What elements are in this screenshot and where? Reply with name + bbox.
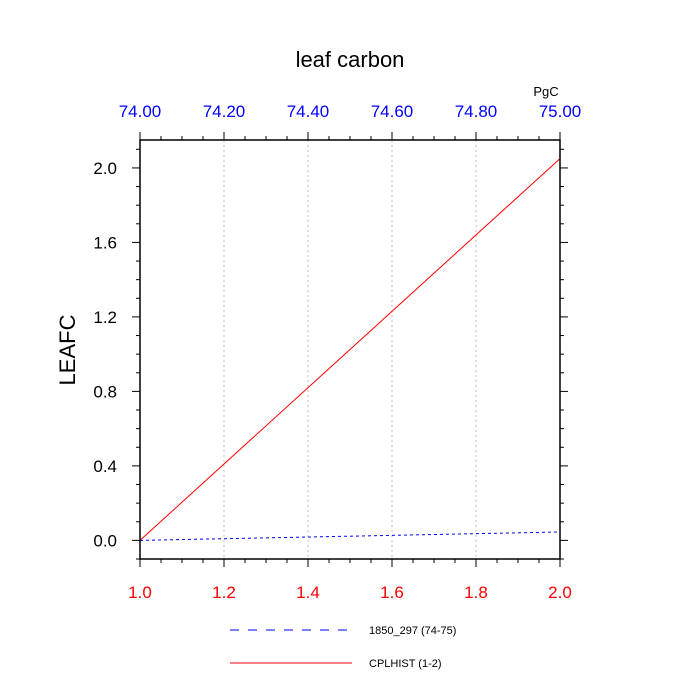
x-top-tick-label: 75.00 xyxy=(539,102,582,121)
x-bottom-tick-label: 1.2 xyxy=(212,583,236,602)
y-tick-label: 0.4 xyxy=(93,457,117,476)
x-bottom-tick-label: 1.4 xyxy=(296,583,320,602)
legend-label-1: CPLHIST (1-2) xyxy=(369,658,442,670)
y-tick-label: 0.8 xyxy=(93,382,117,401)
y-tick-label: 2.0 xyxy=(93,159,117,178)
legend: 1850_297 (74-75) CPLHIST (1-2) xyxy=(230,625,456,670)
series-lines xyxy=(139,158,561,541)
x-bottom-tick-label: 1.0 xyxy=(128,583,152,602)
x-top-tick-label: 74.80 xyxy=(455,102,498,121)
plot-frame xyxy=(139,139,561,560)
y-tick-label: 0.0 xyxy=(93,531,117,550)
tick-labels: 1.0 1.2 1.4 1.6 1.8 2.0 74.00 74.20 74.40 74.60 74… xyxy=(93,102,581,602)
x-top-tick-label: 74.40 xyxy=(287,102,330,121)
y-axis-label: LEAFC xyxy=(55,314,80,385)
x-top-tick-label: 74.00 xyxy=(119,102,162,121)
x-bottom-tick-label: 1.6 xyxy=(380,583,404,602)
x-bottom-tick-label: 1.8 xyxy=(464,583,488,602)
series-line-bottom-axis xyxy=(139,158,561,541)
chart-title: leaf carbon xyxy=(296,47,405,72)
y-tick-label: 1.6 xyxy=(93,233,117,252)
x-bottom-tick-label: 2.0 xyxy=(548,583,572,602)
y-tick-label: 1.2 xyxy=(93,308,117,327)
x-top-tick-label: 74.20 xyxy=(203,102,246,121)
top-axis-unit: PgC xyxy=(533,84,558,99)
legend-label-0: 1850_297 (74-75) xyxy=(369,625,456,637)
x-top-tick-label: 74.60 xyxy=(371,102,414,121)
series-line-top-axis xyxy=(139,531,561,541)
